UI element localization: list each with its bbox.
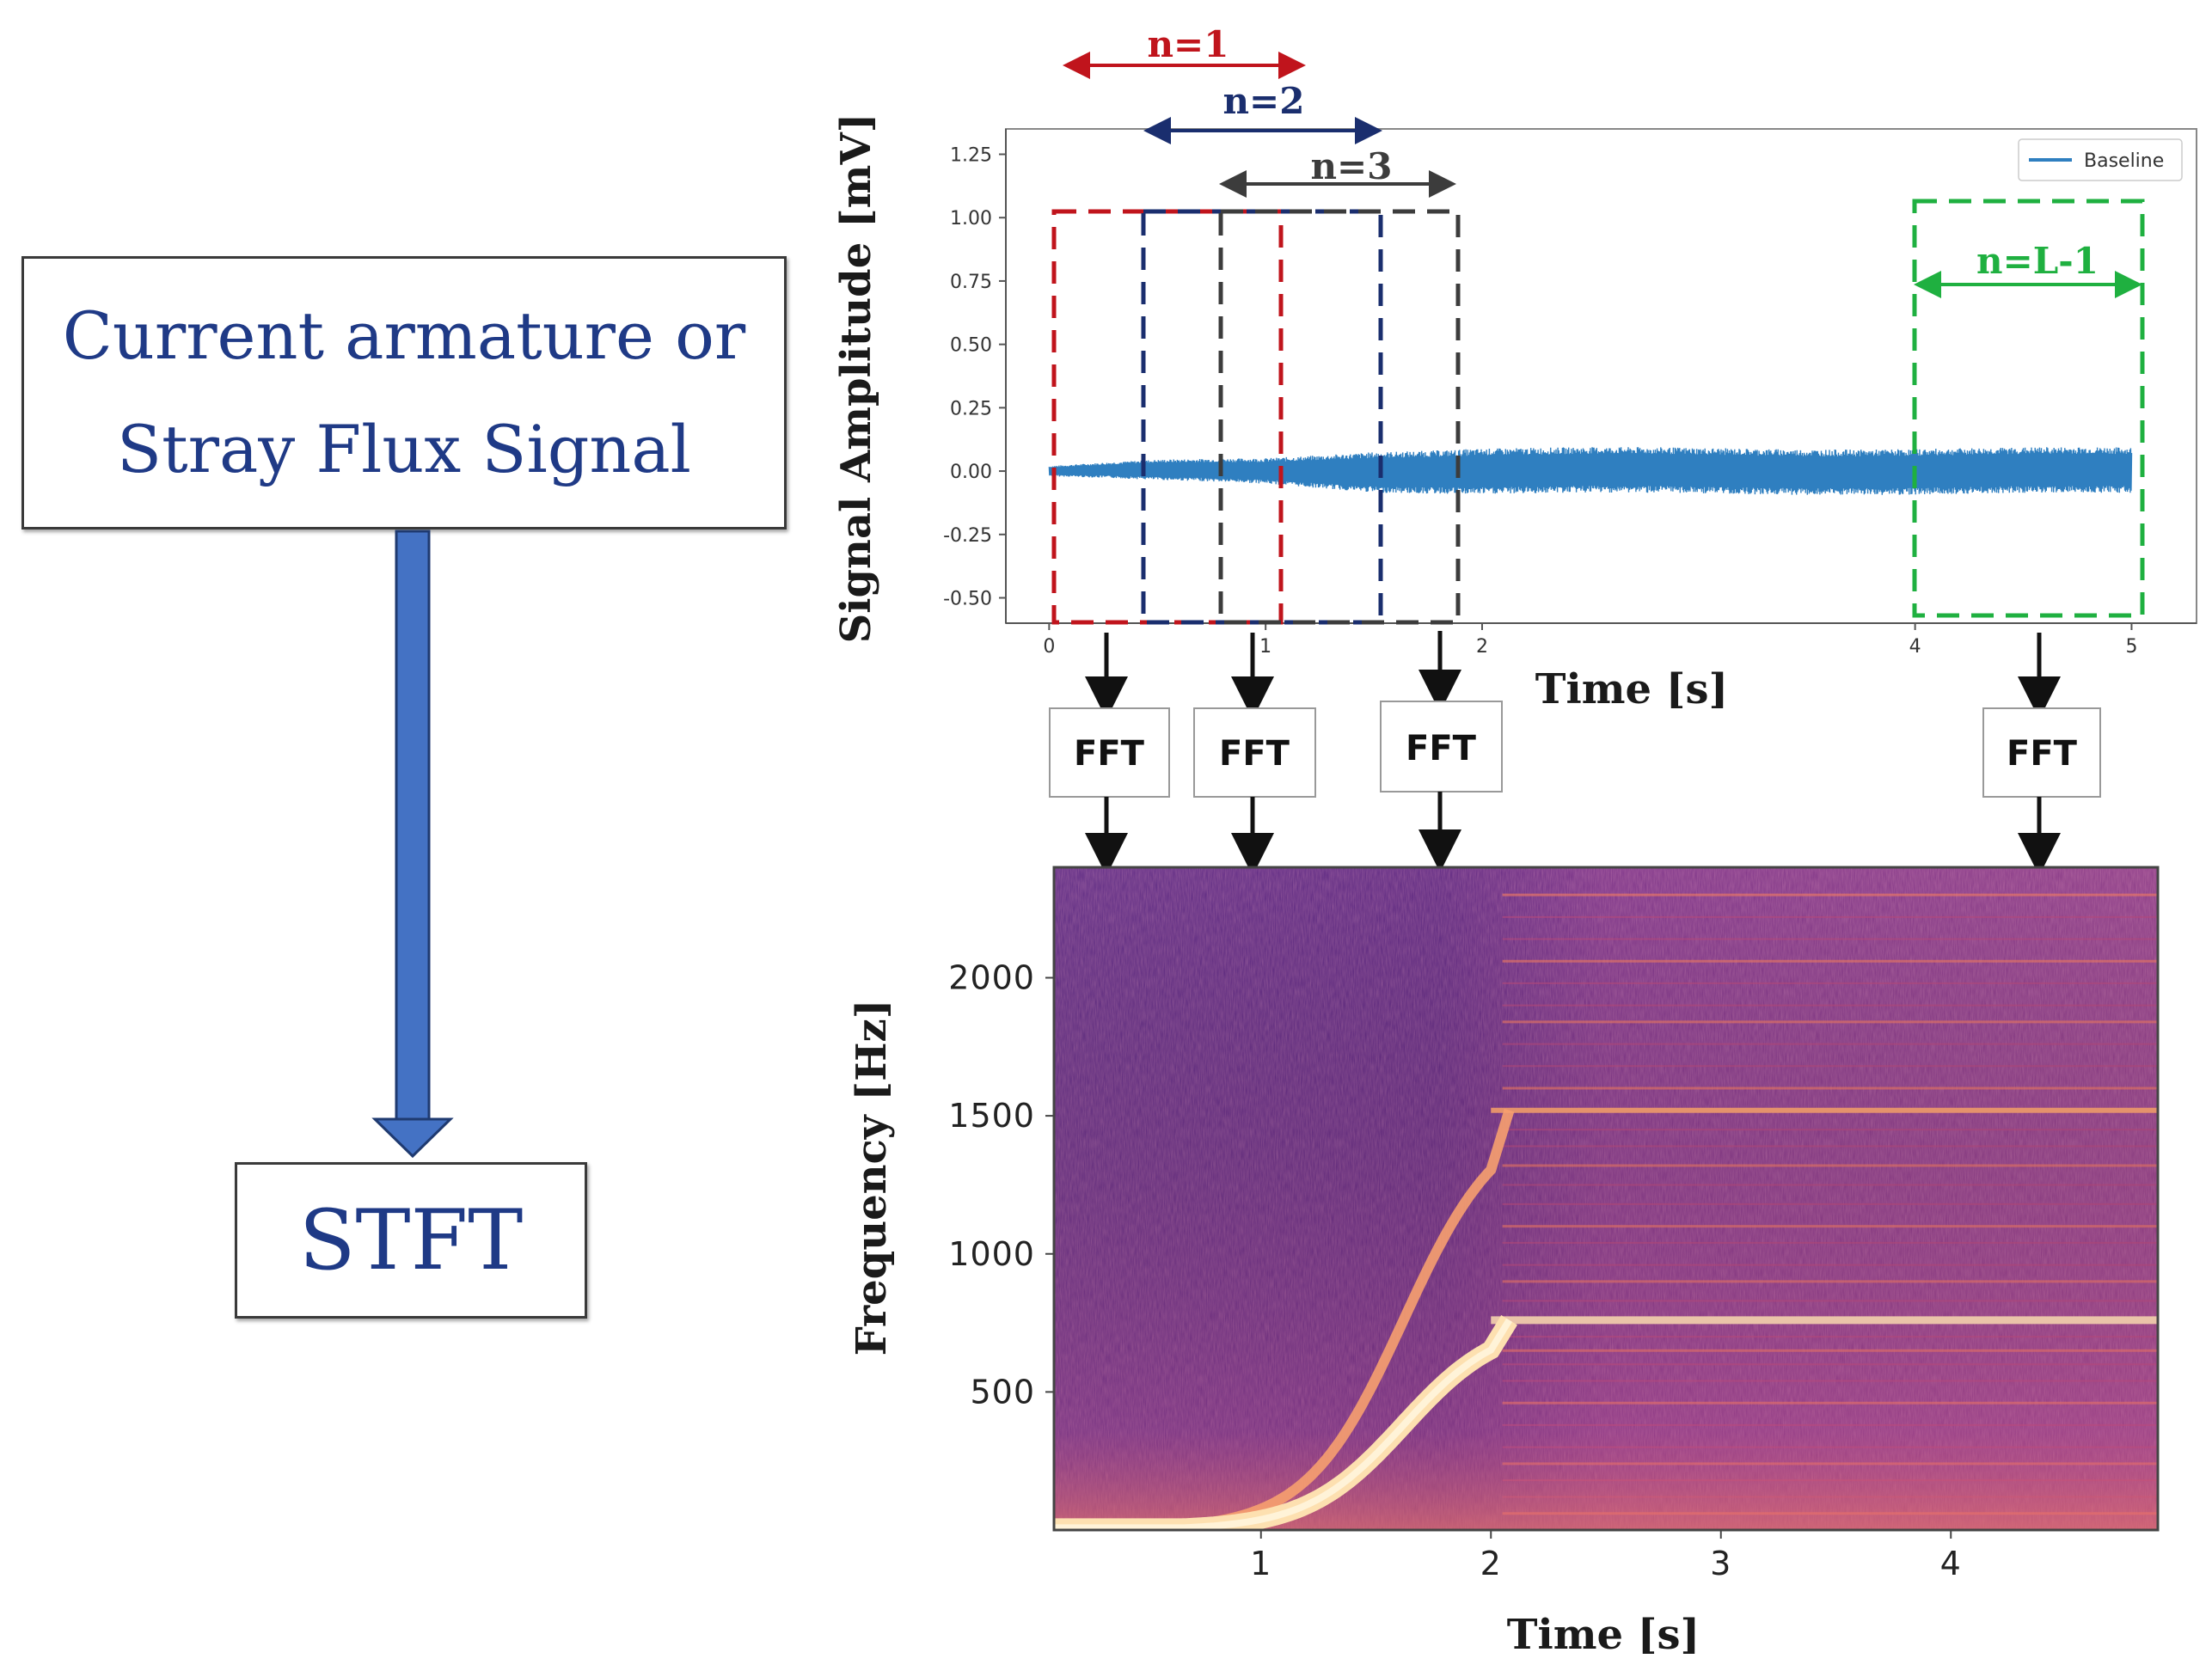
x-tick-label: 3	[1710, 1545, 1731, 1582]
stft-label: STFT	[298, 1192, 524, 1288]
x-tick-label: 2	[1476, 636, 1488, 658]
y-tick-label: 1500	[948, 1097, 1035, 1135]
spectrogram-y-axis-title: Frequency [Hz]	[848, 1000, 896, 1356]
window-nL-1-label: n=L-1	[1976, 240, 2099, 282]
legend: Baseline	[2018, 138, 2183, 181]
source-signal-line2: Stray Flux Signal	[117, 411, 691, 487]
x-tick-label: 0	[1043, 636, 1055, 658]
chirp-fundamental-core	[1054, 1318, 1513, 1530]
fft-block-4: FFT	[1982, 633, 2101, 876]
fft-block-2: FFT	[1193, 633, 1316, 876]
y-tick-label: 0.50	[950, 335, 992, 357]
y-tick-label: 1.25	[950, 144, 992, 166]
window-n2-label: n=2	[1223, 80, 1305, 122]
fft-block-3: FFT	[1380, 631, 1503, 872]
y-tick-label: 500	[970, 1373, 1035, 1411]
window-n1-label: n=1	[1148, 23, 1229, 65]
y-tick-label: 0.00	[950, 462, 992, 483]
y-tick-label: 0.75	[950, 272, 992, 293]
fft-label: FFT	[1406, 729, 1477, 768]
flow-arrow	[371, 529, 454, 1159]
spectrogram-x-axis-title: Time [s]	[1507, 1611, 1700, 1659]
signal-y-axis-title: Signal Amplitude [mV]	[832, 113, 880, 644]
x-tick-label: 2	[1480, 1545, 1502, 1582]
x-tick-label: 4	[1909, 636, 1921, 658]
source-signal-line1: Current armature or	[62, 297, 746, 374]
y-tick-label: 1000	[948, 1235, 1035, 1273]
x-tick-label: 1	[1259, 636, 1271, 658]
x-tick-label: 1	[1250, 1545, 1271, 1582]
fft-label: FFT	[1219, 734, 1290, 774]
x-tick-label: 4	[1940, 1545, 1962, 1582]
fft-block-1: FFT	[1049, 633, 1170, 876]
y-tick-label: 2000	[948, 959, 1035, 997]
spectrogram-chart: 2000 1500 1000 500 1 2 3 4 Frequency [Hz] Time…	[848, 866, 2160, 1659]
y-tick-label: -0.25	[943, 525, 992, 547]
signal-x-axis-title: Time [s]	[1535, 665, 1728, 713]
source-signal-box: Current armature or Stray Flux Signal	[21, 256, 787, 529]
y-tick-label: 0.25	[950, 398, 992, 419]
signal-y-ticks: 1.25 1.00 0.75 0.50 0.25 0.00 -0.25 -0.50	[943, 144, 1006, 610]
signal-x-ticks: 0 1 2 4 5	[1043, 623, 2137, 658]
y-tick-label: 1.00	[950, 208, 992, 230]
spectrogram-y-ticks: 2000 1500 1000 500	[948, 959, 1054, 1411]
window-n1: n=1	[1051, 23, 1306, 625]
window-n3-label: n=3	[1311, 145, 1393, 187]
fft-label: FFT	[1074, 734, 1145, 774]
window-n3: n=3	[1218, 145, 1461, 625]
legend-label: Baseline	[2084, 150, 2164, 172]
stft-box: STFT	[235, 1162, 587, 1319]
window-nL-1: n=L-1	[1912, 199, 2145, 618]
y-tick-label: -0.50	[943, 589, 992, 610]
x-tick-label: 5	[2125, 636, 2137, 658]
spectrogram-x-ticks: 1 2 3 4	[1250, 1530, 1962, 1582]
signal-waveform	[1048, 447, 2133, 495]
fft-label: FFT	[2007, 734, 2078, 774]
